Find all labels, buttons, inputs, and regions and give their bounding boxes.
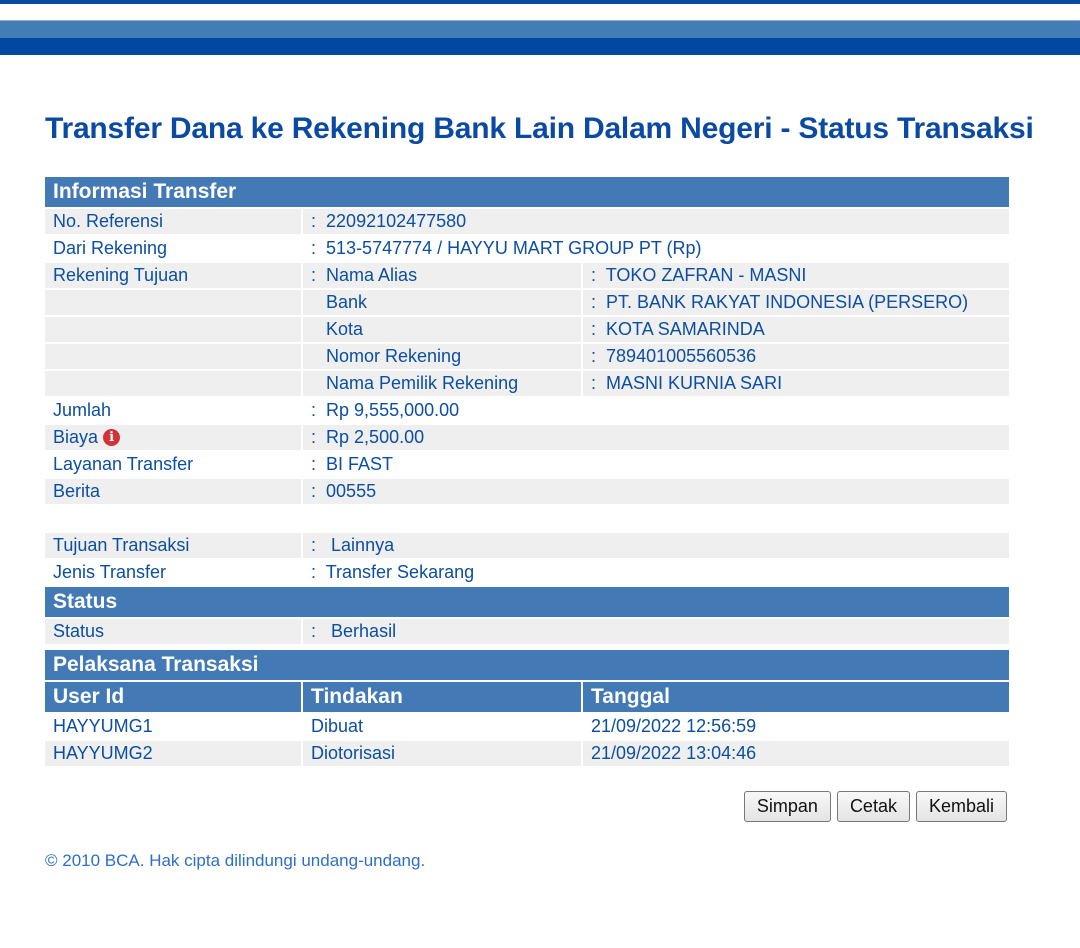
simpan-button[interactable]: Simpan [743,791,831,822]
table-row: HAYYUMG2 Diotorisasi 21/09/2022 13:04:46 [45,741,1009,768]
row-nama-pemilik: Nama Pemilik Rekening: MASNI KURNIA SARI [45,371,1009,398]
row-nama-alias: Rekening Tujuan: Nama Alias: TOKO ZAFRAN… [45,263,1009,290]
pelaksana-header-row: User Id Tindakan Tanggal [45,682,1009,714]
row-dari-rekening: Dari Rekening: 513-5747774 / HAYYU MART … [45,236,1009,263]
row-kota: Kota: KOTA SAMARINDA [45,317,1009,344]
row-no-referensi: No. Referensi: 22092102477580 [45,209,1009,236]
row-jumlah: Jumlah: Rp 9,555,000.00 [45,398,1009,425]
kembali-button[interactable]: Kembali [915,791,1007,822]
row-bank: Bank: PT. BANK RAKYAT INDONESIA (PERSERO… [45,290,1009,317]
section-header-status: Status [45,587,1009,619]
row-biaya: Biaya i: Rp 2,500.00 [45,425,1009,452]
table-row: HAYYUMG1 Dibuat 21/09/2022 12:56:59 [45,714,1009,741]
section-header-informasi: Informasi Transfer [45,177,1009,209]
row-nomor-rekening: Nomor Rekening: 789401005560536 [45,344,1009,371]
row-berita: Berita: 00555 [45,479,1009,506]
header-band-dark [0,38,1080,55]
info-icon[interactable]: i [103,429,121,446]
spacer-row [45,506,1009,533]
page-title: Transfer Dana ke Rekening Bank Lain Dala… [45,112,1034,145]
copyright-footer: © 2010 BCA. Hak cipta dilindungi undang-… [45,851,426,870]
top-bar [0,0,1080,4]
row-status: Status: Berhasil [45,619,1009,646]
action-buttons: Simpan Cetak Kembali [743,791,1007,822]
row-jenis-transfer: Jenis Transfer: Transfer Sekarang [45,560,1009,587]
transfer-info-table: Informasi Transfer No. Referensi: 220921… [45,177,1009,768]
row-tujuan-transaksi: Tujuan Transaksi: Lainnya [45,533,1009,560]
section-header-pelaksana: Pelaksana Transaksi [45,650,1009,682]
row-layanan: Layanan Transfer: BI FAST [45,452,1009,479]
header-band [0,20,1080,39]
cetak-button[interactable]: Cetak [836,791,910,822]
